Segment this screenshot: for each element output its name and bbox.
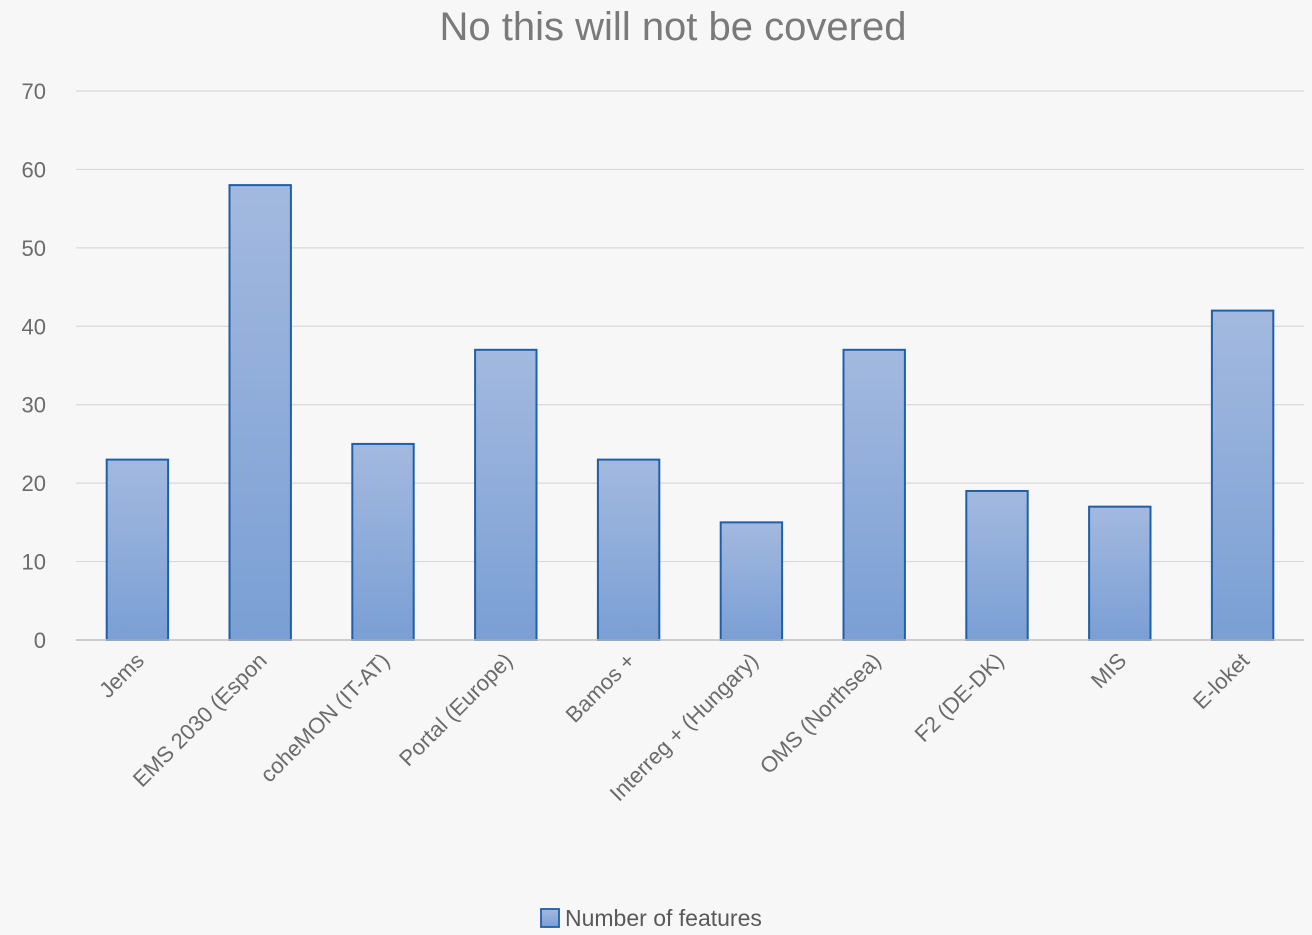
x-category-label: EMS 2030 (Espon (128, 648, 272, 792)
y-tick-label: 60 (22, 157, 46, 182)
y-tick-label: 40 (22, 314, 46, 339)
y-tick-label: 50 (22, 236, 46, 261)
legend: Number of features (540, 905, 762, 931)
x-category-label: Portal (Europe) (394, 648, 517, 771)
y-tick-label: 20 (22, 471, 46, 496)
y-tick-label: 70 (22, 79, 46, 104)
y-axis-ticks: 0 10 20 30 40 50 60 70 (22, 79, 46, 653)
x-category-label: MIS (1086, 648, 1131, 693)
bar (474, 348, 538, 641)
x-category-label: E-loket (1188, 648, 1254, 714)
bar (596, 458, 661, 641)
bar (1088, 505, 1152, 641)
y-tick-label: 30 (22, 393, 46, 418)
x-category-label: F2 (DE-DK) (910, 648, 1009, 747)
x-category-label: OMS (Northsea) (755, 648, 886, 779)
legend-label: Number of features (565, 905, 762, 931)
y-tick-label: 0 (34, 628, 46, 653)
legend-swatch (540, 908, 560, 928)
x-category-label: Bamos + (561, 648, 641, 728)
bar (842, 348, 906, 641)
bar (719, 521, 784, 641)
bar (1210, 309, 1275, 641)
bars (105, 184, 1275, 641)
x-category-label: Jems (94, 648, 149, 703)
x-category-label: coheMON (IT-AT) (255, 648, 394, 787)
chart-title: No this will not be covered (440, 5, 907, 49)
bar (228, 184, 292, 641)
y-tick-label: 10 (22, 550, 46, 575)
bar (351, 442, 415, 641)
bar (105, 458, 170, 641)
bar (965, 489, 1029, 641)
